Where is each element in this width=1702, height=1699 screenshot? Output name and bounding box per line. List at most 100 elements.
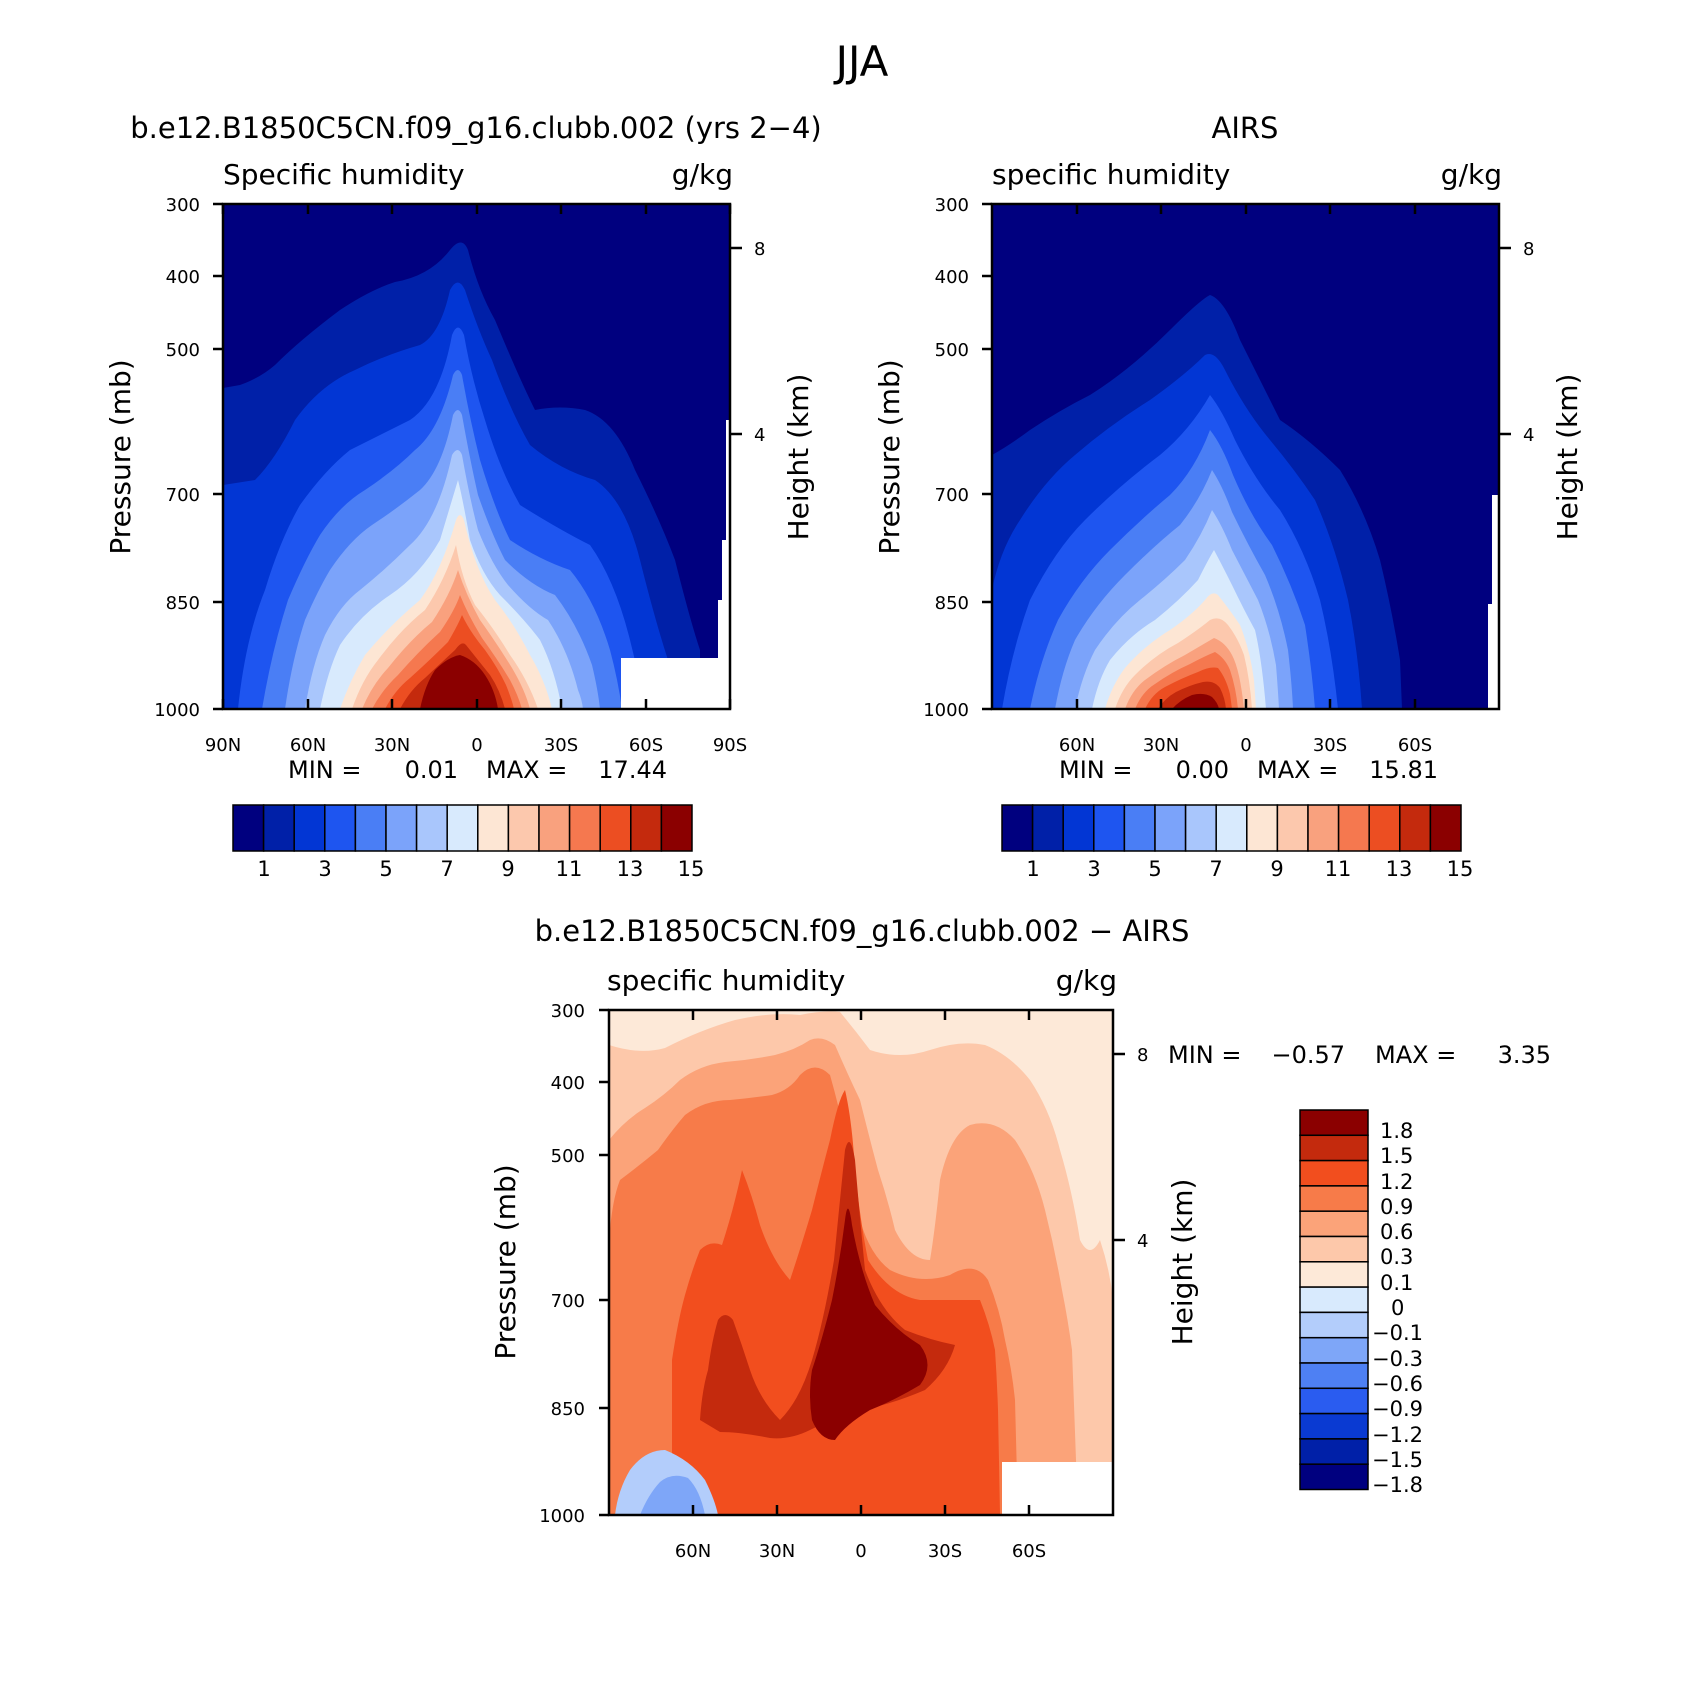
x-tick-label: 60S — [629, 735, 663, 756]
min-label: MIN = — [288, 756, 361, 784]
colorbar-swatch-13 — [1399, 804, 1432, 852]
colorbar-label: −0.1 — [1372, 1321, 1423, 1345]
colorbar-swatch-1 — [262, 804, 295, 852]
negative-region-inner — [640, 1475, 705, 1515]
colorbar-swatch-7 — [1215, 804, 1248, 852]
colorbar-swatch-7 — [1299, 1286, 1369, 1314]
y-tick-label: 300 — [166, 195, 200, 216]
colorbar-label: 1 — [1026, 857, 1039, 881]
x-tick-label: 0 — [1240, 735, 1251, 756]
tick-marks — [982, 202, 1511, 711]
tick-marks — [599, 1008, 1125, 1517]
variable-label: specific humidity — [607, 964, 845, 997]
x-tick-label: 90N — [205, 735, 241, 756]
y-tick-label: 400 — [166, 267, 200, 288]
y-tick-label: 500 — [166, 340, 200, 361]
min-value: 0.00 — [1176, 756, 1229, 784]
min-value: 0.01 — [405, 756, 458, 784]
panel-title: b.e12.B1850C5CN.f09_g16.clubb.002 (yrs 2… — [130, 111, 822, 145]
x-tick-label: 30S — [1313, 735, 1347, 756]
y-axis-label: Pressure (mb) — [489, 1164, 522, 1359]
colorbar-swatch-5 — [1154, 804, 1187, 852]
colorbar-swatch-12 — [1368, 804, 1401, 852]
y-tick-label: 700 — [551, 1291, 585, 1312]
y-tick-label: 1000 — [539, 1506, 585, 1527]
colorbar-swatch-5 — [385, 804, 418, 852]
colorbar-label: 3 — [318, 857, 331, 881]
y-tick-label: 700 — [166, 485, 200, 506]
colorbar — [232, 804, 693, 852]
colorbar-swatch-13 — [1299, 1438, 1369, 1465]
colorbar-swatch-7 — [446, 804, 479, 852]
colorbar-swatch-11 — [568, 804, 601, 852]
y-tick-label: 300 — [551, 1001, 585, 1022]
colorbar-swatch-2 — [1299, 1159, 1369, 1187]
missing-data — [1488, 495, 1499, 709]
figure-title: JJA — [833, 37, 889, 86]
colorbar-swatch-10 — [538, 804, 571, 852]
colorbar-label: −0.9 — [1372, 1397, 1423, 1421]
y-tick-label: 700 — [935, 485, 969, 506]
colorbar — [1001, 804, 1462, 852]
y2-tick-label: 8 — [1137, 1045, 1148, 1066]
colorbar-swatch-4 — [1299, 1210, 1369, 1238]
colorbar-label: 13 — [617, 857, 644, 881]
colorbar-swatch-2 — [293, 804, 326, 852]
colorbar-label: 3 — [1087, 857, 1100, 881]
y2-axis-label: Height (km) — [1166, 1179, 1199, 1346]
tick-marks — [213, 202, 742, 711]
colorbar-swatch-9 — [1299, 1336, 1369, 1364]
x-tick-label: 30S — [928, 1541, 962, 1562]
y-axis-label: Pressure (mb) — [104, 359, 137, 554]
y2-tick-label: 8 — [1523, 239, 1534, 260]
colorbar-swatch-14 — [1429, 804, 1462, 852]
colorbar-swatch-13 — [630, 804, 663, 852]
colorbar-label: 5 — [1148, 857, 1161, 881]
colorbar-swatch-9 — [1276, 804, 1309, 852]
variable-label: Specific humidity — [223, 158, 465, 191]
colorbar-label: −1.8 — [1372, 1473, 1423, 1497]
y2-tick-label: 4 — [1523, 425, 1534, 446]
y-tick-label: 1000 — [154, 700, 200, 721]
max-value: 15.81 — [1369, 756, 1438, 784]
missing-data — [621, 420, 730, 709]
colorbar-label: 11 — [1325, 857, 1352, 881]
colorbar-label: 9 — [1270, 857, 1283, 881]
y2-axis-label: Height (km) — [1551, 374, 1584, 541]
colorbar-swatch-8 — [1299, 1311, 1369, 1339]
missing-data — [1002, 1462, 1113, 1515]
colorbar-swatch-12 — [1299, 1412, 1369, 1440]
y-axis-label: Pressure (mb) — [873, 359, 906, 554]
y2-tick-label: 4 — [1137, 1231, 1148, 1252]
max-value: 3.35 — [1498, 1041, 1551, 1069]
colorbar-swatch-8 — [1246, 804, 1279, 852]
colorbar-label: −0.3 — [1372, 1347, 1423, 1371]
colorbar-label: 5 — [379, 857, 392, 881]
panel-difference: b.e12.B1850C5CN.f09_g16.clubb.002 − AIRS… — [489, 914, 1551, 1562]
contour-band-15 — [1172, 693, 1219, 709]
colorbar-swatch-14 — [1299, 1463, 1369, 1491]
colorbar — [1299, 1109, 1369, 1491]
units-label: g/kg — [672, 158, 733, 191]
colorbar-swatch-6 — [1299, 1261, 1369, 1288]
colorbar-label: −0.6 — [1372, 1372, 1423, 1396]
y-tick-label: 850 — [551, 1399, 585, 1420]
colorbar-swatch-4 — [354, 804, 387, 852]
colorbar-swatch-8 — [477, 804, 510, 852]
x-tick-label: 30N — [374, 735, 410, 756]
variable-label: specific humidity — [992, 158, 1230, 191]
colorbar-label: 0.1 — [1380, 1271, 1413, 1295]
colorbar-label: 11 — [556, 857, 583, 881]
colorbar-label: 7 — [1209, 857, 1222, 881]
colorbar-swatch-3 — [1299, 1185, 1369, 1212]
min-value: −0.57 — [1271, 1041, 1345, 1069]
max-label: MAX = — [1375, 1041, 1456, 1069]
panel-title: AIRS — [1212, 111, 1279, 145]
colorbar-swatch-6 — [1184, 804, 1217, 852]
x-tick-label: 60N — [1059, 735, 1095, 756]
colorbar-label: 7 — [440, 857, 453, 881]
colorbar-label: 0.6 — [1380, 1220, 1413, 1244]
colorbar-swatch-10 — [1299, 1362, 1369, 1390]
colorbar-label: 1.8 — [1380, 1119, 1413, 1143]
